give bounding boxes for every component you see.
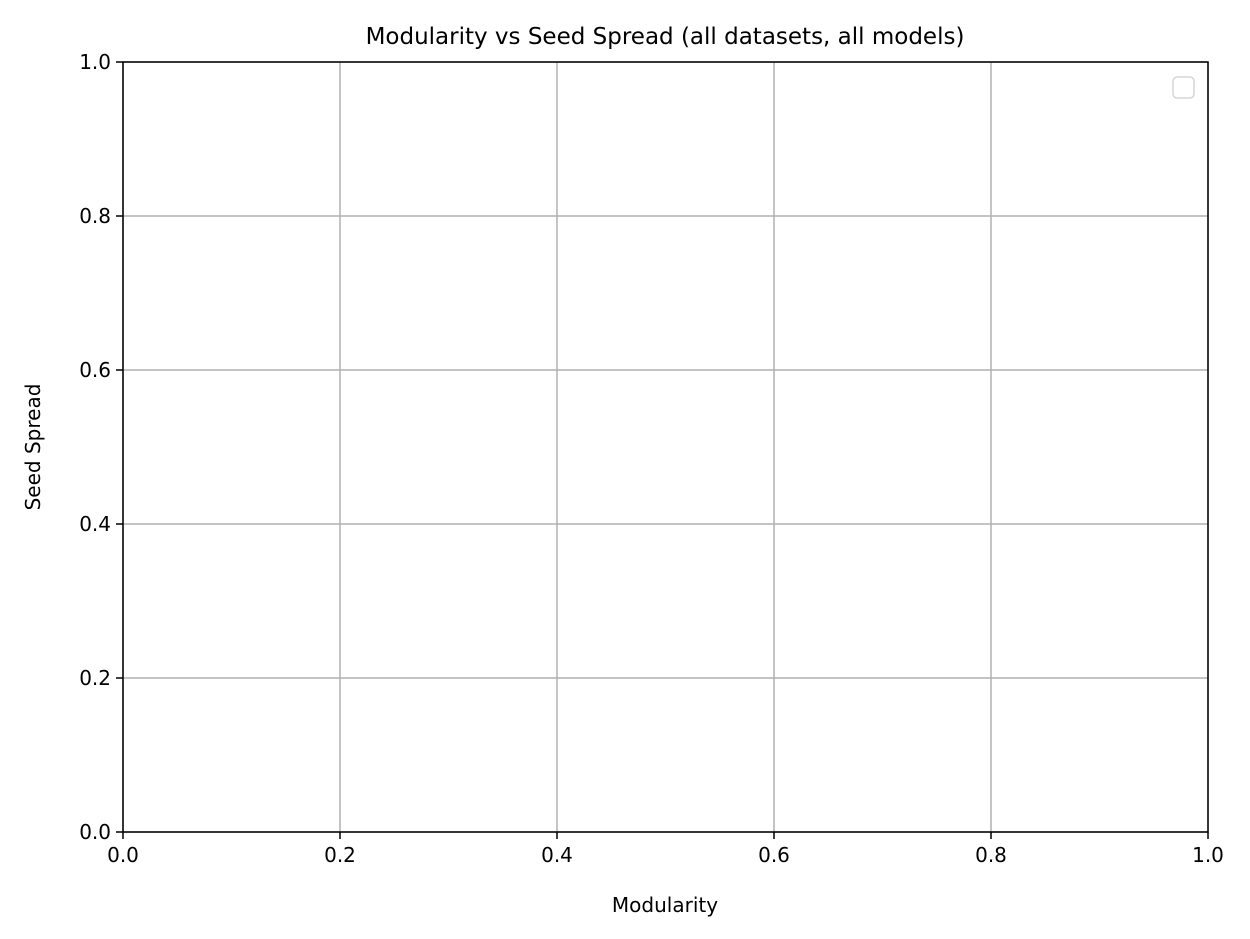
y-axis-label: Seed Spread xyxy=(21,384,45,511)
grid-lines xyxy=(122,61,1209,833)
x-tick-label: 0.0 xyxy=(107,843,139,867)
x-tick-label: 0.8 xyxy=(975,843,1007,867)
legend-box xyxy=(1172,76,1195,99)
y-tick-label: 0.4 xyxy=(79,512,111,536)
y-axis-ticks: 0.0 0.2 0.4 0.6 0.8 1.0 xyxy=(79,50,123,844)
plot-area-frame xyxy=(122,61,1209,833)
y-tick-label: 1.0 xyxy=(79,50,111,74)
x-tick-label: 0.2 xyxy=(324,843,356,867)
x-tick-label: 0.4 xyxy=(541,843,573,867)
y-tick-label: 0.0 xyxy=(79,820,111,844)
x-axis-ticks: 0.0 0.2 0.4 0.6 0.8 1.0 xyxy=(107,832,1224,867)
y-tick-label: 0.2 xyxy=(79,666,111,690)
x-tick-label: 1.0 xyxy=(1192,843,1224,867)
y-tick-label: 0.8 xyxy=(79,204,111,228)
chart-title: Modularity vs Seed Spread (all datasets,… xyxy=(366,24,965,50)
x-tick-label: 0.6 xyxy=(758,843,790,867)
x-axis-label: Modularity xyxy=(612,893,718,917)
y-tick-label: 0.6 xyxy=(79,358,111,382)
